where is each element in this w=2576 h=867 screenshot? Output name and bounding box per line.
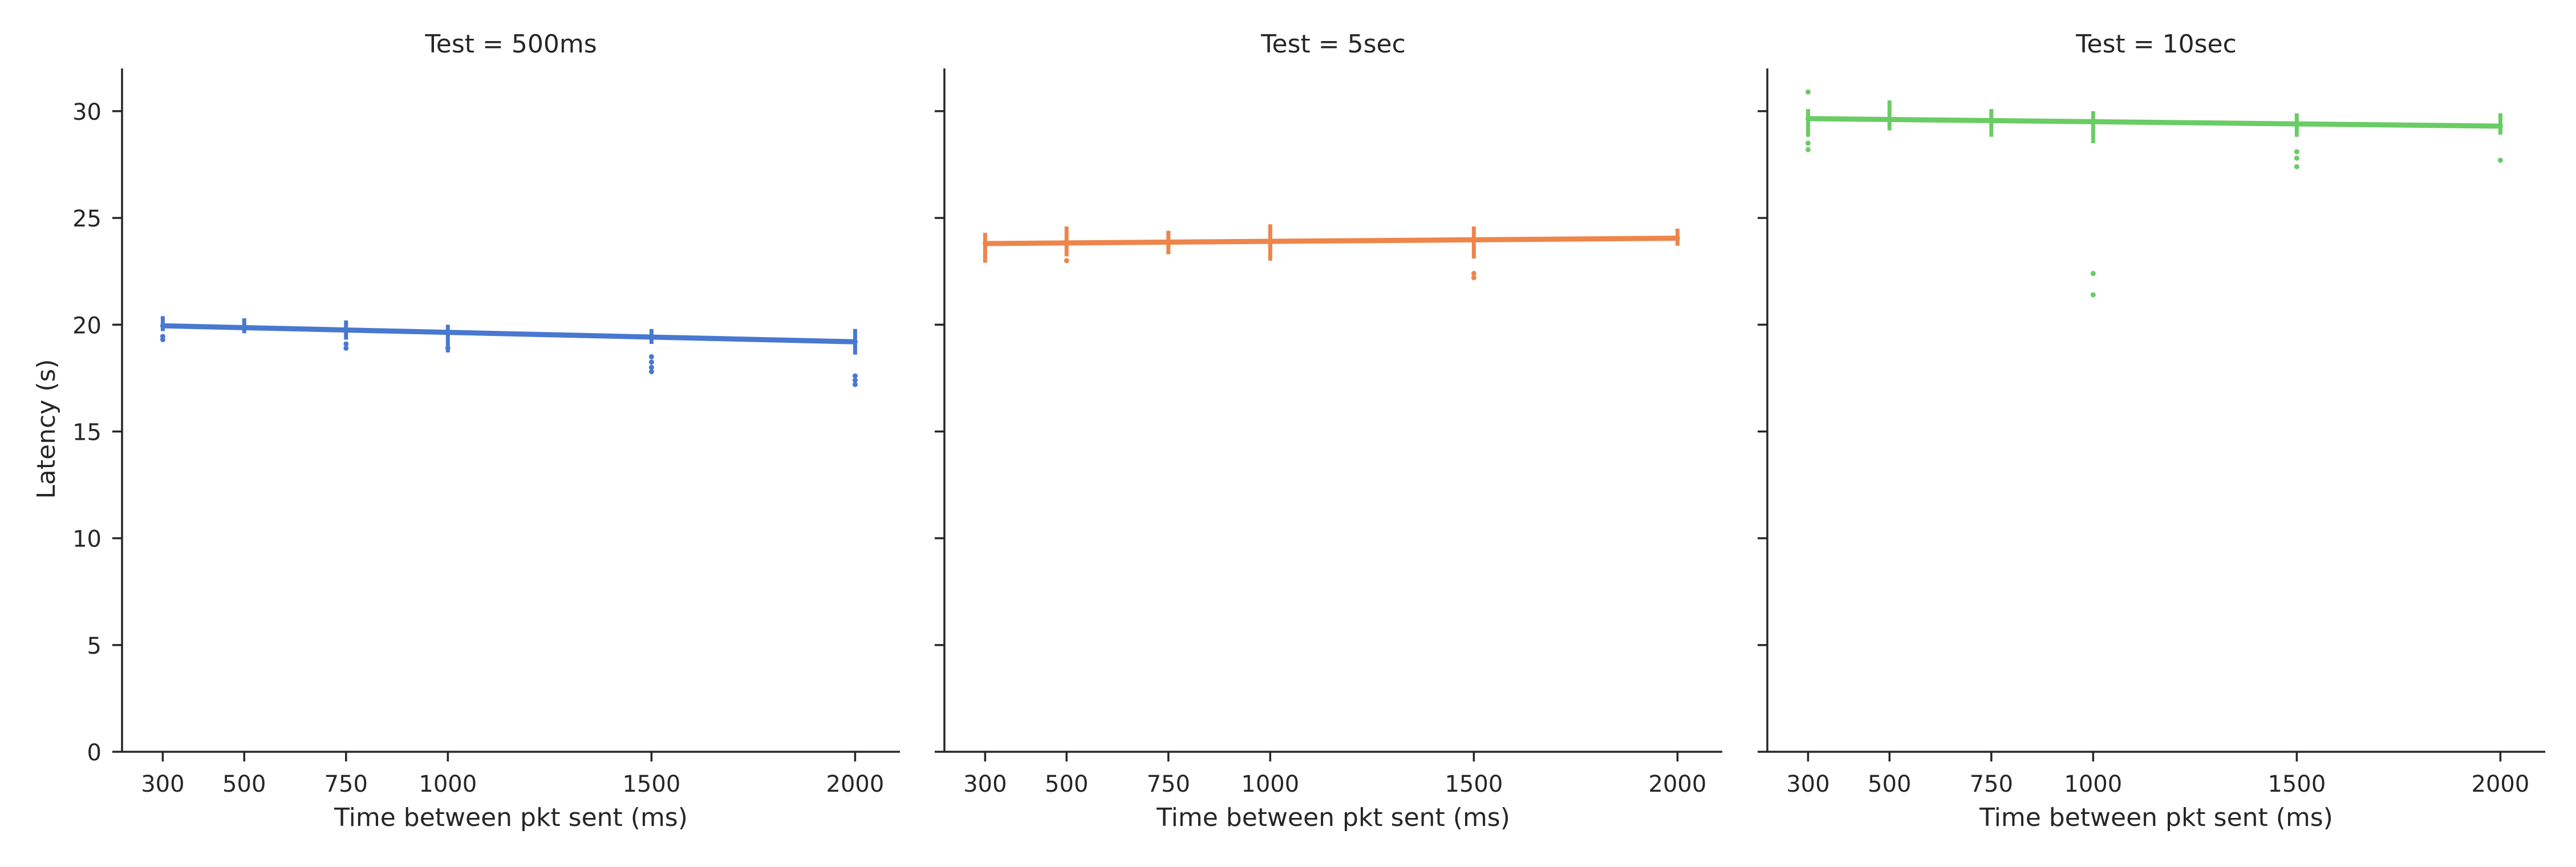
x-tick-label: 500 [1045,771,1088,797]
data-point [343,341,349,347]
y-tick-label: 0 [87,740,102,766]
series-line [982,236,1680,246]
x-tick-label: 1000 [2064,771,2122,797]
chart-panel-2: Test = 5sec 300 500 750 1000 1500 2000 Time bet… [935,30,1722,832]
x-tick-label: 2000 [1649,771,1707,797]
data-point [2294,149,2299,155]
x-tick-label: 1000 [1241,771,1299,797]
x-tick-label: 300 [141,771,184,797]
x-tick-label: 2000 [2472,771,2530,797]
x-tick-label: 500 [222,771,266,797]
panel-title: Test = 500ms [424,30,597,59]
x-tick-label: 500 [1868,771,1911,797]
chart-panel-3: Test = 10sec 300 500 750 1000 1500 2000 Time be… [1758,30,2545,832]
x-tick-label: 300 [1786,771,1829,797]
x-axis-label: Time between pkt sent (ms) [334,803,688,832]
x-tick-label: 750 [1970,771,2013,797]
x-tick-label: 1500 [2267,771,2326,797]
data-point [1064,258,1069,264]
data-point [2294,155,2299,161]
y-tick-label: 30 [72,99,102,125]
data-point [1805,89,1811,95]
data-point [343,345,349,351]
data-point [648,369,654,375]
data-point [2294,164,2299,169]
data-point [1805,147,1811,152]
series-line [160,323,858,345]
x-tick-label: 1500 [622,771,680,797]
data-point [648,359,654,365]
data-point [1471,270,1476,276]
data-point [445,345,451,351]
x-axis-label: Time between pkt sent (ms) [1156,803,1510,832]
data-point [852,378,858,383]
data-point [1805,140,1811,146]
panel-title: Test = 5sec [1260,30,1406,59]
data-point [1471,275,1476,281]
y-tick-label: 20 [72,313,102,339]
x-tick-label: 1000 [419,771,477,797]
panel-title: Test = 10sec [2075,30,2237,59]
y-tick-label: 5 [87,633,102,659]
y-tick-label: 10 [72,526,102,553]
data-point [2090,270,2096,276]
y-tick-label: 15 [72,419,102,445]
data-point [852,373,858,379]
x-tick-label: 2000 [826,771,885,797]
x-tick-label: 300 [963,771,1007,797]
data-point [648,364,654,370]
data-point [852,382,858,387]
data-point [160,337,165,342]
data-point [2497,157,2503,163]
y-axis-label: Latency (s) [32,359,61,499]
x-tick-label: 1500 [1445,771,1503,797]
x-tick-label: 750 [324,771,368,797]
y-tick-label: 25 [72,206,102,232]
chart-panel-1: Test = 500ms 0 5 10 15 20 25 30 300 500 750 1000 150… [72,30,900,832]
data-point [2090,292,2096,298]
x-axis-label: Time between pkt sent (ms) [1979,803,2333,832]
series-line [1805,116,2503,129]
x-tick-label: 750 [1147,771,1190,797]
data-point [648,354,654,359]
